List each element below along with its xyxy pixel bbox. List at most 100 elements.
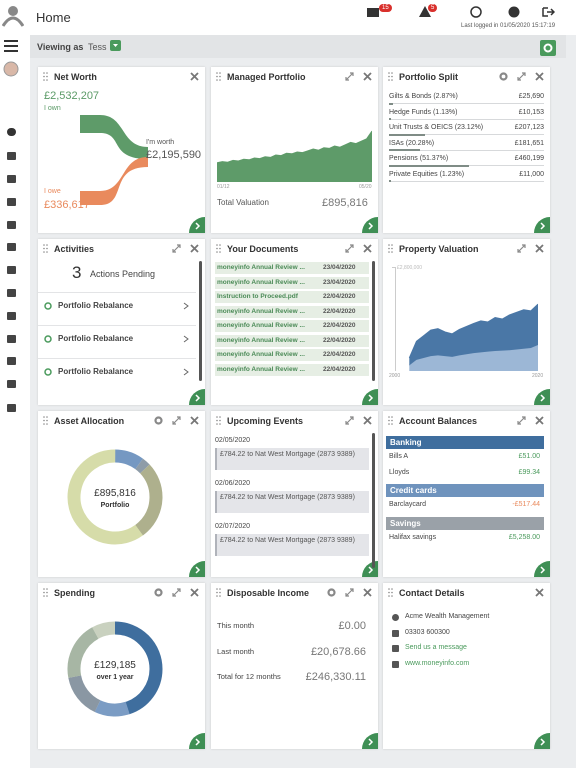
menu-icon[interactable]	[4, 40, 18, 52]
event-date: 02/06/2020	[215, 480, 251, 487]
gear-icon[interactable]	[154, 588, 163, 597]
document-name[interactable]: moneyinfo Annual Review ...	[217, 365, 305, 373]
dot	[43, 75, 45, 78]
close-icon[interactable]	[535, 72, 544, 81]
document-name[interactable]: moneyinfo Annual Review ...	[217, 351, 305, 358]
more-button[interactable]	[360, 559, 378, 577]
expand-icon[interactable]	[345, 416, 354, 425]
document-row	[215, 363, 369, 376]
more-button[interactable]	[532, 387, 550, 405]
nav-icon[interactable]	[6, 127, 17, 137]
expand-icon[interactable]	[172, 588, 181, 597]
gear-icon[interactable]	[154, 416, 163, 425]
dot	[219, 75, 221, 78]
user-dropdown[interactable]	[110, 40, 121, 51]
close-icon[interactable]	[535, 416, 544, 425]
nav-icon[interactable]	[6, 403, 17, 413]
expand-icon[interactable]	[517, 244, 526, 253]
more-button[interactable]	[187, 731, 205, 749]
gear-icon[interactable]	[499, 72, 508, 81]
close-icon[interactable]	[190, 588, 199, 597]
more-button[interactable]	[360, 215, 378, 233]
document-name[interactable]: moneyinfo Annual Review ...	[217, 264, 305, 271]
more-button[interactable]	[532, 559, 550, 577]
expand-icon[interactable]	[172, 416, 181, 425]
more-button[interactable]	[532, 731, 550, 749]
expand-icon[interactable]	[517, 72, 526, 81]
dot	[46, 423, 48, 425]
more-button[interactable]	[187, 215, 205, 233]
dot	[391, 595, 393, 597]
nav-icon[interactable]	[6, 197, 17, 207]
dot	[391, 423, 393, 425]
document-name[interactable]: moneyinfo Annual Review ...	[217, 307, 305, 315]
gear	[154, 416, 163, 425]
more-button[interactable]	[532, 215, 550, 233]
account-name[interactable]: Bills A	[389, 453, 409, 460]
close-icon[interactable]	[535, 244, 544, 253]
settings-button[interactable]	[540, 40, 556, 56]
activity-item[interactable]: Portfolio Rebalance	[58, 301, 134, 310]
nav-icon[interactable]	[6, 242, 17, 252]
dot	[43, 244, 45, 246]
document-date: 23/04/2020	[323, 264, 356, 271]
document-name[interactable]: moneyinfo Annual Review ...	[217, 322, 305, 329]
gear	[543, 43, 553, 53]
nav-icon[interactable]	[6, 220, 17, 230]
document-name[interactable]: Instruction to Proceed.pdf	[217, 293, 298, 300]
nav-icon[interactable]	[6, 334, 17, 344]
nav-icon[interactable]	[6, 174, 17, 184]
widget-card: Net Worth £2,532,207 I own I'm worth £2,195,…	[38, 67, 205, 233]
widget-card: Property Valuation £2,800,000 2000 2020	[383, 239, 550, 405]
close-icon[interactable]	[363, 588, 372, 597]
nav-icon[interactable]	[6, 379, 17, 389]
contact-icon	[392, 660, 399, 668]
activity-item[interactable]: Portfolio Rebalance	[58, 334, 134, 343]
close-icon[interactable]	[363, 244, 372, 253]
close-icon[interactable]	[190, 416, 199, 425]
more-button[interactable]	[360, 387, 378, 405]
widget-title: Asset Allocation	[54, 416, 125, 426]
contact-icon	[392, 614, 399, 621]
alert-icon[interactable]	[418, 5, 432, 18]
more-button[interactable]	[187, 559, 205, 577]
drag-handle	[43, 72, 48, 81]
activity-item[interactable]: Portfolio Rebalance	[58, 367, 134, 376]
expand-icon[interactable]	[172, 244, 181, 253]
area-fill	[217, 131, 372, 182]
account-name[interactable]: Lloyds	[389, 468, 410, 476]
nav-icon[interactable]	[6, 265, 17, 275]
mail-icon[interactable]	[366, 6, 380, 18]
more-button[interactable]	[360, 731, 378, 749]
nav-icon[interactable]	[6, 151, 17, 161]
expand-icon[interactable]	[345, 588, 354, 597]
dot	[216, 416, 218, 418]
account-name[interactable]: Barclaycard	[389, 501, 426, 508]
close-icon[interactable]	[535, 588, 544, 597]
document-name[interactable]: moneyinfo Annual Review ...	[217, 336, 305, 344]
area-fill	[409, 304, 538, 366]
widget-title: Portfolio Split	[399, 72, 458, 82]
owe-label: I owe	[44, 188, 61, 195]
expand-icon[interactable]	[345, 72, 354, 81]
account-name[interactable]: Halifax savings	[389, 533, 437, 541]
close-icon[interactable]	[190, 72, 199, 81]
help-icon	[508, 6, 520, 18]
nav-icon[interactable]	[6, 288, 17, 298]
close-icon[interactable]	[190, 244, 199, 253]
nav-icon[interactable]	[6, 356, 17, 366]
document-date: 22/04/2020	[323, 307, 356, 315]
contact-message[interactable]: Send us a message	[405, 644, 467, 651]
nav-icon[interactable]	[6, 311, 17, 321]
document-name[interactable]: moneyinfo Annual Review ...	[217, 278, 305, 286]
arrows	[345, 244, 354, 253]
close-icon[interactable]	[363, 416, 372, 425]
contact-website[interactable]: www.moneyinfo.com	[405, 659, 470, 667]
x-tick-label: 2020	[532, 373, 544, 379]
gear-icon[interactable]	[327, 588, 336, 597]
close-icon[interactable]	[363, 72, 372, 81]
expand-icon[interactable]	[517, 416, 526, 425]
more-button[interactable]	[187, 387, 205, 405]
expand-icon[interactable]	[345, 244, 354, 253]
cross	[363, 588, 372, 597]
